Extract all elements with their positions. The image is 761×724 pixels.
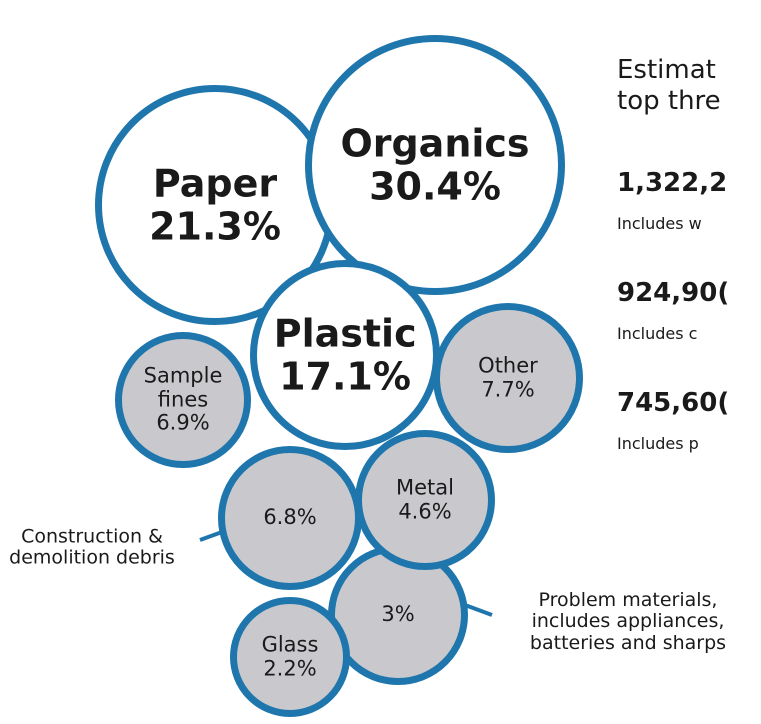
category-label: Construction & demolition debris	[9, 525, 175, 569]
value-label: 6.8%	[263, 505, 317, 530]
value-label: 4.6%	[398, 499, 452, 523]
value-label: 3%	[381, 602, 415, 627]
bubble	[305, 35, 565, 295]
category-label: Organics	[340, 121, 530, 166]
amount: 924,90(	[617, 278, 730, 308]
bubble	[250, 260, 440, 450]
category-label: Metal	[396, 475, 454, 500]
amount: 1,322,2	[617, 168, 728, 198]
bubble-label: 3%	[346, 603, 451, 627]
category-label: Sample fines	[143, 363, 223, 412]
heading-line: Estimat	[617, 55, 716, 85]
bubble-label: Organics 30.4%	[338, 122, 533, 207]
category-label: Plastic	[273, 311, 417, 356]
category-label: Paper	[152, 161, 278, 206]
side-heading: Estimat top thre	[617, 55, 721, 117]
bubble-label: Paper 21.3%	[125, 162, 305, 247]
bubble-label: Sample fines 6.9%	[132, 363, 234, 436]
value-label: 30.4%	[369, 164, 501, 208]
bubble-label: 6.8%	[236, 506, 344, 530]
category-label: Problem materials, includes appliances, …	[529, 589, 727, 654]
bubble-label: Other 7.7%	[452, 354, 565, 401]
amount: 745,60(	[617, 388, 730, 418]
bubble-label: Metal 4.6%	[373, 476, 478, 523]
bubble-label: Glass 2.2%	[245, 633, 335, 680]
category-label: Glass	[261, 632, 319, 657]
note: Includes p	[617, 434, 699, 453]
category-label: Other	[478, 353, 538, 378]
bubble-label: Plastic 17.1%	[274, 312, 417, 397]
heading-line: top thre	[617, 86, 721, 117]
connector	[199, 530, 223, 542]
value-label: 6.9%	[156, 410, 210, 435]
note: Includes c	[617, 324, 698, 343]
connector	[464, 603, 493, 617]
value-label: 21.3%	[149, 204, 281, 248]
value-label: 7.7%	[481, 377, 535, 401]
value-label: 2.2%	[263, 656, 317, 680]
bubble	[355, 430, 495, 570]
bubble	[115, 332, 251, 468]
bubble	[230, 597, 350, 717]
value-label: 17.1%	[279, 354, 411, 398]
note: Includes w	[617, 214, 702, 233]
